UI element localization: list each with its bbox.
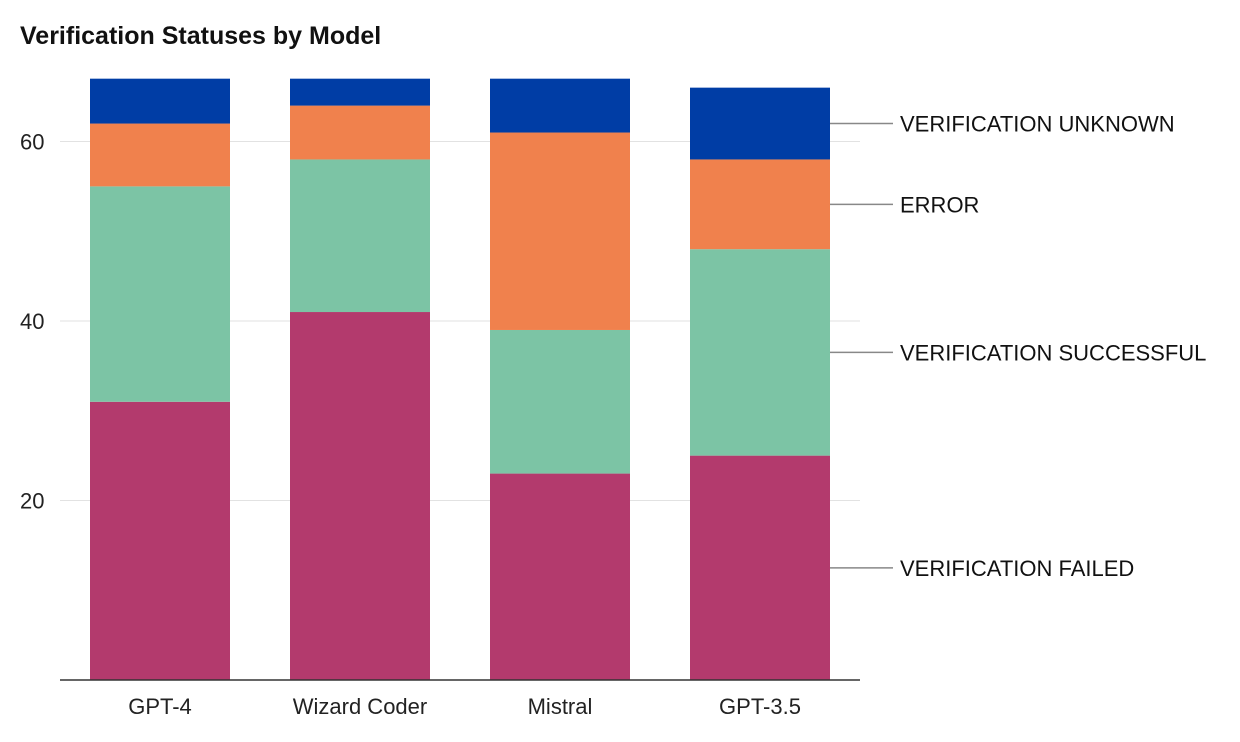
bar-segment xyxy=(690,455,830,680)
bar-segment xyxy=(490,78,630,133)
y-tick-label: 60 xyxy=(20,130,44,155)
bar-segment xyxy=(690,159,830,250)
bar-segment xyxy=(490,473,630,680)
x-axis-labels: GPT-4 Wizard Coder Mistral GPT-3.5 xyxy=(128,694,801,719)
bar-segment xyxy=(290,159,430,313)
legend-label: VERIFICATION SUCCESSFUL xyxy=(900,340,1206,365)
bar-segment xyxy=(290,312,430,680)
bar-segment xyxy=(690,87,830,160)
chart-title: Verification Statuses by Model xyxy=(20,22,382,50)
legend-label: ERROR xyxy=(900,192,979,217)
bar-segment xyxy=(90,186,230,402)
bar-segment xyxy=(490,329,630,474)
x-tick-label: GPT-4 xyxy=(128,694,192,719)
x-tick-label: Mistral xyxy=(528,694,593,719)
legend: VERIFICATION FAILED VERIFICATION SUCCESSF… xyxy=(830,112,1206,581)
bar-segment xyxy=(690,249,830,456)
bar-segment xyxy=(90,78,230,124)
bar-segment xyxy=(90,123,230,187)
y-tick-label: 40 xyxy=(20,309,44,334)
bar-segment xyxy=(90,401,230,680)
bar-segment xyxy=(290,105,430,160)
y-tick-label: 20 xyxy=(20,489,44,514)
bar-segment xyxy=(490,132,630,330)
legend-label: VERIFICATION UNKNOWN xyxy=(900,112,1175,137)
y-axis-ticks: 20 40 60 xyxy=(20,130,44,514)
legend-label: VERIFICATION FAILED xyxy=(900,556,1134,581)
x-tick-label: Wizard Coder xyxy=(293,694,427,719)
x-tick-label: GPT-3.5 xyxy=(719,694,801,719)
bars xyxy=(90,78,830,680)
bar-segment xyxy=(290,78,430,106)
